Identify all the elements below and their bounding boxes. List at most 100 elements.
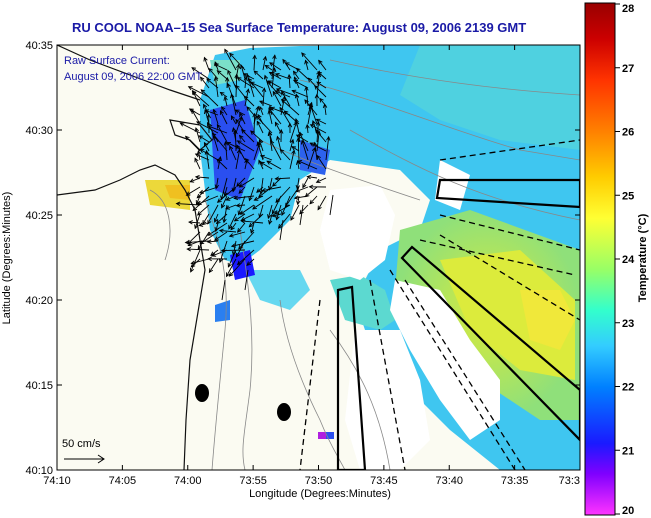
current-vector [297, 138, 300, 161]
x-tick-label: 74:05 [109, 475, 137, 487]
current-vector [227, 249, 237, 268]
current-vector-head [228, 224, 233, 230]
current-vector-head [218, 228, 224, 234]
colorbar-tick-label: 28 [622, 3, 634, 15]
current-vector-head [213, 63, 219, 68]
current-vector [289, 122, 297, 143]
current-vector-head [199, 240, 205, 245]
current-vector-head [258, 139, 263, 145]
current-vector [259, 100, 273, 107]
current-vector-head [279, 148, 285, 154]
current-vector-head [218, 258, 224, 264]
current-vector-head [294, 118, 299, 123]
current-vector [256, 186, 264, 193]
current-vector-head [208, 268, 214, 274]
current-vector-head [207, 125, 213, 130]
current-vector-head [191, 109, 196, 115]
current-vector [186, 186, 201, 196]
current-vector [204, 142, 210, 152]
survey-lines [299, 139, 580, 470]
current-vector-head [268, 219, 273, 225]
current-vector-head [268, 107, 273, 113]
current-vector [197, 204, 210, 216]
current-vector-head [309, 103, 314, 109]
current-vector [264, 75, 273, 98]
current-vector [258, 139, 264, 152]
current-vector [301, 52, 318, 71]
current-vector [276, 204, 282, 220]
current-vector-head [233, 217, 239, 222]
current-vector [219, 230, 237, 233]
current-vector-head [228, 233, 234, 238]
current-vector [205, 150, 210, 170]
current-vector-head [222, 218, 227, 224]
current-vector [259, 204, 264, 218]
current-vector [293, 80, 309, 89]
current-vector-head [317, 71, 323, 76]
current-vector [258, 160, 264, 170]
current-vector [216, 213, 228, 224]
current-vector-head [279, 106, 284, 112]
current-vector-head [266, 160, 272, 165]
current-vector-head [194, 127, 199, 133]
current-vector-head [184, 135, 190, 141]
current-vector-head [294, 93, 300, 99]
current-vector [238, 186, 246, 194]
current-vector-head [247, 77, 253, 83]
current-vector-head [194, 153, 200, 158]
colorbar-tick-label: 20 [622, 505, 634, 517]
current-vector-head [256, 141, 261, 147]
current-vector-head [281, 90, 286, 96]
y-tick-label: 40:10 [25, 465, 53, 477]
current-vector-head [289, 138, 295, 144]
current-vector-head [263, 74, 269, 80]
current-vector-head [270, 139, 275, 145]
current-vector-head [243, 73, 248, 78]
current-vector [266, 160, 282, 170]
current-vector [294, 76, 300, 89]
current-vector [207, 125, 228, 134]
current-vector-head [287, 122, 293, 128]
y-tick-label: 40:35 [25, 40, 53, 52]
current-vector-head [194, 174, 200, 180]
current-vector [268, 110, 273, 125]
current-vector [190, 249, 201, 273]
current-vector-head [224, 48, 229, 54]
current-vector-head [185, 191, 191, 196]
current-vector-head [271, 182, 277, 187]
current-vector-head [211, 252, 217, 257]
current-vector [268, 213, 273, 225]
current-vector-head [202, 220, 207, 225]
current-vector-head [306, 174, 312, 180]
current-vector-head [240, 219, 245, 224]
current-vector [224, 49, 237, 71]
current-vector [185, 136, 201, 152]
current-vector-head [199, 76, 205, 82]
current-vector [239, 113, 246, 125]
current-vector-head [292, 70, 298, 76]
figure-title: RU COOL NOAA–15 Sea Surface Temperature:… [72, 20, 526, 35]
current-vector-head [187, 86, 193, 91]
x-tick-label: 73:40 [435, 475, 463, 487]
current-vector [236, 144, 246, 161]
y-axis: 40:35 40:30 40:25 40:20 40:15 40:10 [25, 40, 580, 477]
current-vector [236, 177, 246, 187]
current-vector-head [225, 196, 231, 201]
current-vector-head [304, 99, 309, 104]
current-vector-head [284, 62, 290, 67]
current-vector [230, 115, 237, 125]
current-vector [220, 110, 228, 125]
current-vector [316, 131, 320, 152]
current-vector [260, 177, 264, 194]
current-vector-head [239, 210, 245, 215]
current-vector-head [290, 216, 295, 221]
current-vector-head [271, 213, 277, 218]
current-vector [250, 130, 264, 143]
current-vector [197, 195, 219, 205]
current-vector-head [304, 86, 309, 91]
current-vector [302, 177, 309, 188]
current-vector-head [259, 154, 265, 160]
current-vector-head [295, 188, 301, 193]
current-vector [252, 195, 273, 210]
current-vector-head [245, 88, 250, 94]
